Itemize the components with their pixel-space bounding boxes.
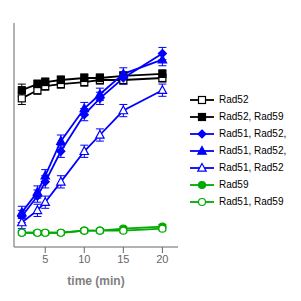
html-text:Rad59: Rad59 xyxy=(219,179,249,190)
html-text:Rad51, Rad52: Rad51, Rad52 xyxy=(219,162,284,173)
html-text:Rad51, Rad52,: Rad51, Rad52, xyxy=(219,145,287,156)
svg-text:5: 5 xyxy=(42,252,48,264)
svg-text:10: 10 xyxy=(78,252,90,264)
html-text:Rad52: Rad52 xyxy=(219,94,249,105)
html-text:Rad52, Rad59: Rad52, Rad59 xyxy=(219,111,284,122)
svg-text:time (min): time (min) xyxy=(67,274,124,288)
svg-text:15: 15 xyxy=(117,252,129,264)
html-text:Rad51, Rad52,: Rad51, Rad52, xyxy=(219,128,287,139)
html-text:Rad51, Rad59: Rad51, Rad59 xyxy=(219,196,284,207)
svg-text:20: 20 xyxy=(156,252,168,264)
